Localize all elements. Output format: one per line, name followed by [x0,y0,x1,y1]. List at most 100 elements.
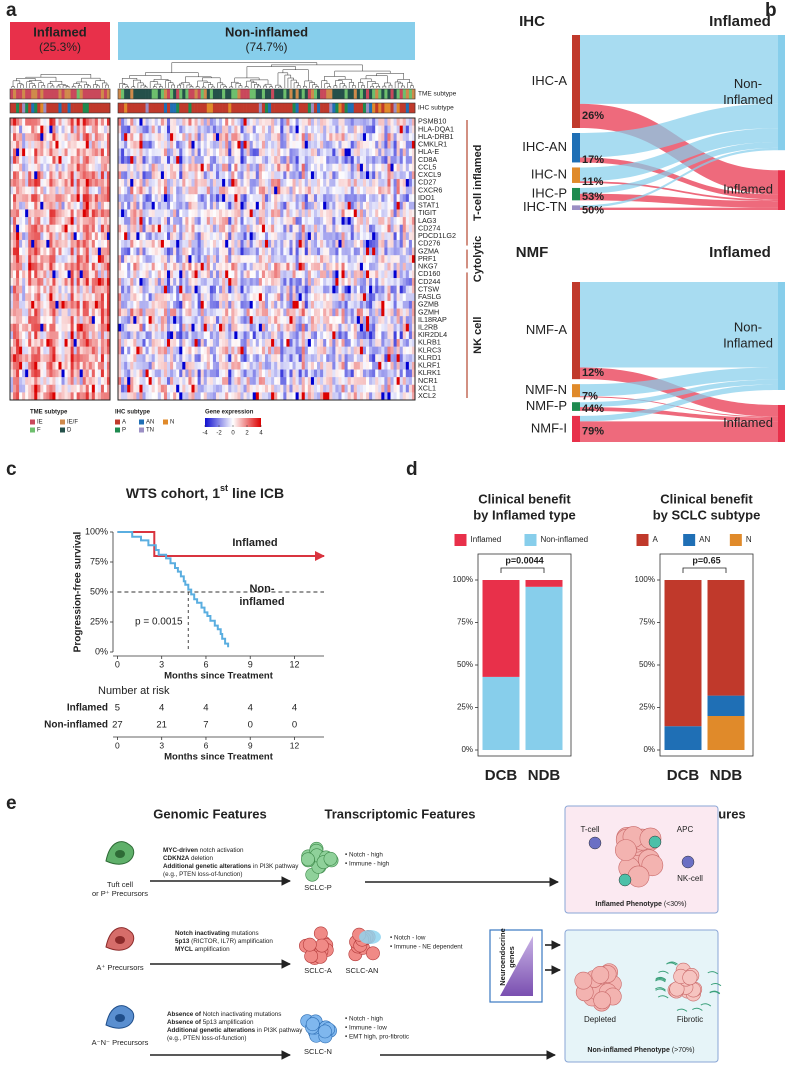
heatmap-cell [136,354,140,363]
heatmap-cell [289,118,293,126]
heatmap-cell [231,247,235,256]
heatmap-cell [255,369,260,378]
heatmap-cell [103,331,108,340]
heatmap-cell [22,285,26,294]
heatmap-cell [310,171,315,180]
heatmap-cell [320,354,324,363]
heatmap-cell [390,163,394,172]
heatmap-cell [384,316,388,325]
heatmap-cell [301,300,306,309]
heatmap-cell [347,125,351,134]
heatmap-cell [231,339,235,347]
heatmap-cell [378,178,382,187]
heatmap-cell [206,392,211,401]
heatmap-cell [332,156,336,165]
heatmap-cell [133,178,137,187]
heatmap-cell [375,361,379,370]
heatmap-cell [31,262,35,271]
heatmap-cell [387,247,391,256]
heatmap-cell [384,392,388,401]
heatmap-cell [67,156,71,165]
heatmap-cell [200,232,205,241]
heatmap-cell [234,148,238,157]
heatmap-cell [219,308,223,317]
heatmap-cell [34,300,38,309]
heatmap-cell [261,209,266,218]
heatmap-cell [255,201,260,210]
heatmap-cell [375,323,379,332]
heatmap-cell [22,224,26,233]
heatmap-cell [280,239,284,248]
heatmap-cell [298,209,303,218]
heatmap-cell [188,354,192,363]
heatmap-cell [335,186,339,195]
heatmap-cell [225,224,229,233]
heatmap-cell [329,125,333,134]
heatmap-cell [295,361,299,370]
heatmap-cell [341,156,345,165]
heatmap-cell [94,369,99,378]
heatmap-cell [399,163,404,172]
heatmap-cell [362,285,367,294]
heatmap-cell [255,331,260,340]
heatmap-cell [182,316,186,325]
heatmap-cell [344,209,348,218]
heatmap-cell [225,293,229,302]
heatmap-cell [173,186,177,195]
heatmap-cell [34,339,38,347]
heatmap-cell [85,217,90,225]
heatmap-cell [182,354,186,363]
heatmap-cell [79,339,84,347]
heatmap-cell [88,285,93,294]
heatmap-cell [252,339,257,347]
heatmap-cell [97,369,102,378]
heatmap-cell [139,262,143,271]
heatmap-cell [127,293,131,302]
heatmap-cell [176,392,180,401]
heatmap-cell [372,270,376,279]
heatmap-cell [222,339,226,347]
heatmap-cell [154,346,159,355]
heatmap-cell [85,239,90,248]
heatmap-cell [381,377,385,386]
heatmap-cell [203,308,208,317]
heatmap-cell [13,293,17,302]
heatmap-cell [307,384,312,393]
heatmap-cell [234,133,238,142]
heatmap-cell [307,239,312,248]
heatmap-cell [145,354,149,363]
heatmap-cell [240,239,244,248]
heatmap-cell [375,270,379,279]
heatmap-cell [286,148,290,157]
heatmap-cell [310,323,315,332]
heatmap-cell [67,217,71,225]
heatmap-cell [215,308,220,317]
heatmap-cell [362,171,367,180]
heatmap-cell [228,239,232,248]
heatmap-cell [344,140,348,149]
heatmap-cell [286,300,290,309]
heatmap-cell [154,217,159,225]
heatmap-cell [31,194,35,203]
heatmap-cell [160,232,165,241]
heatmap-cell [378,125,382,134]
heatmap-cell [271,201,275,210]
heatmap-cell [176,339,180,347]
heatmap-cell [25,209,29,218]
heatmap-cell [307,293,312,302]
heatmap-cell [179,377,183,386]
heatmap-cell [31,201,35,210]
dendrogram [56,85,61,88]
heatmap-cell [28,148,32,157]
heatmap-cell [197,125,201,134]
heatmap-cell [350,171,355,180]
heatmap-cell [19,224,23,233]
heatmap-cell [124,201,128,210]
heatmap-cell [28,201,32,210]
heatmap-cell [166,346,171,355]
heatmap-cell [215,201,220,210]
heatmap-cell [106,194,111,203]
heatmap-cell [258,346,263,355]
heatmap-cell [402,148,407,157]
heatmap-cell [283,369,287,378]
